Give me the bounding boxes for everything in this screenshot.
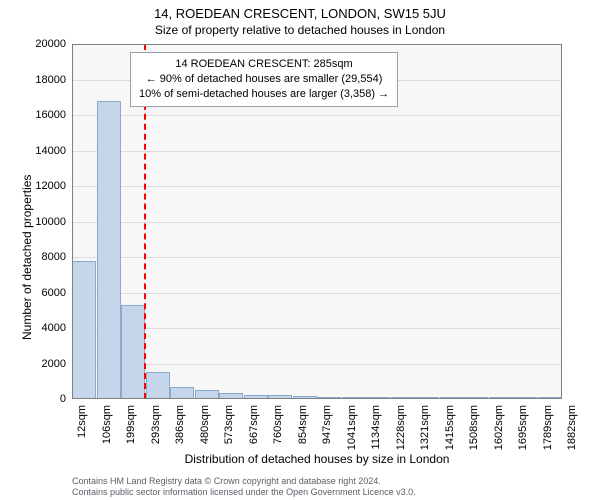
x-axis-label: Distribution of detached houses by size … xyxy=(72,452,562,466)
histogram-bar xyxy=(513,397,537,399)
histogram-bar xyxy=(146,372,170,399)
histogram-bar xyxy=(391,397,415,399)
y-tick-label: 6000 xyxy=(0,287,66,299)
y-tick-label: 2000 xyxy=(0,358,66,370)
y-tick-label: 12000 xyxy=(0,180,66,192)
footer-line-2: Contains public sector information licen… xyxy=(72,487,416,498)
y-tick-label: 16000 xyxy=(0,109,66,121)
histogram-bar xyxy=(268,395,292,399)
y-tick-label: 0 xyxy=(0,393,66,405)
x-tick-label: 1882sqm xyxy=(566,405,578,465)
histogram-bar xyxy=(342,397,366,399)
histogram-bar xyxy=(195,390,219,399)
callout-line-3: 10% of semi-detached houses are larger (… xyxy=(139,87,389,102)
histogram-bar xyxy=(219,393,243,399)
histogram-bar xyxy=(440,397,464,399)
histogram-bar xyxy=(317,397,341,399)
chart-title: 14, ROEDEAN CRESCENT, LONDON, SW15 5JU xyxy=(0,0,600,21)
histogram-bar xyxy=(97,101,121,399)
histogram-bar xyxy=(244,395,268,399)
y-tick-label: 14000 xyxy=(0,145,66,157)
callout-line-2: ← 90% of detached houses are smaller (29… xyxy=(139,72,389,87)
footer-line-1: Contains HM Land Registry data © Crown c… xyxy=(72,476,416,487)
callout-line-1: 14 ROEDEAN CRESCENT: 285sqm xyxy=(139,57,389,72)
histogram-bar xyxy=(121,305,145,399)
chart-subtitle: Size of property relative to detached ho… xyxy=(0,21,600,37)
histogram-bar xyxy=(293,396,317,399)
callout-box: 14 ROEDEAN CRESCENT: 285sqm ← 90% of det… xyxy=(130,52,398,107)
y-tick-label: 4000 xyxy=(0,322,66,334)
histogram-bar xyxy=(170,387,194,399)
chart-container: 14, ROEDEAN CRESCENT, LONDON, SW15 5JU S… xyxy=(0,0,600,500)
y-tick-label: 8000 xyxy=(0,251,66,263)
footer-attribution: Contains HM Land Registry data © Crown c… xyxy=(72,476,416,499)
y-tick-label: 18000 xyxy=(0,74,66,86)
y-tick-label: 10000 xyxy=(0,216,66,228)
histogram-bar xyxy=(489,397,513,399)
histogram-bar xyxy=(72,261,96,399)
y-tick-label: 20000 xyxy=(0,38,66,50)
histogram-bar xyxy=(415,397,439,399)
histogram-bar xyxy=(464,397,488,399)
histogram-bar xyxy=(538,397,562,399)
histogram-bar xyxy=(366,397,390,399)
